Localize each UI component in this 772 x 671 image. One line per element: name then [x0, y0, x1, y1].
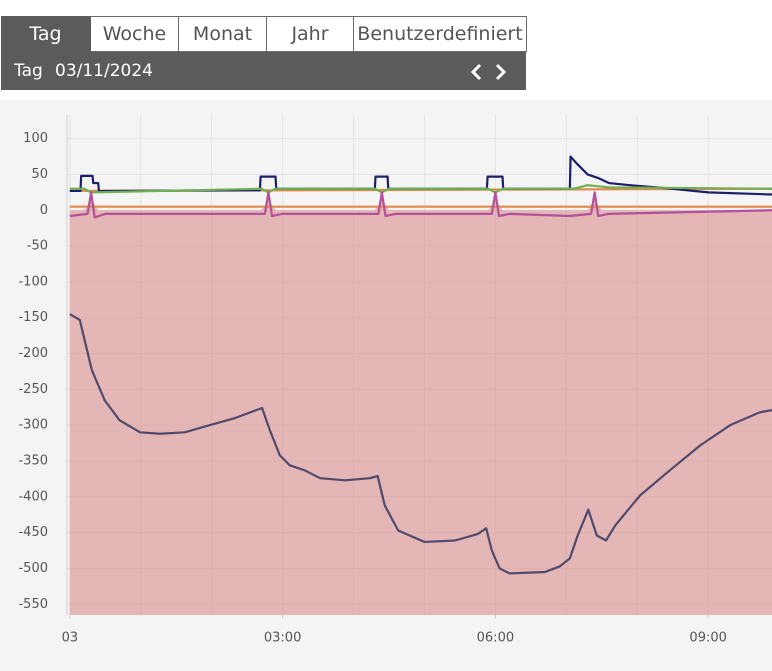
x-tick-label: 03:00 [264, 631, 301, 646]
x-tick-label: 06:00 [477, 631, 514, 646]
prev-arrow[interactable] [470, 63, 482, 81]
y-tick-label: -150 [18, 310, 48, 325]
y-tick-label: -50 [27, 239, 48, 254]
y-tick-label: -300 [18, 418, 48, 433]
y-tick-label: -500 [18, 561, 48, 576]
tab[interactable]: Woche [91, 16, 179, 52]
y-tick-label: 0 [40, 203, 48, 218]
period-bar: Tag 03/11/2024 [1, 52, 526, 90]
y-tick-label: 100 [23, 131, 48, 146]
x-tick-label: 09:00 [689, 631, 726, 646]
y-tick-label: -250 [18, 382, 48, 397]
x-tick-label: 03 [62, 631, 79, 646]
next-arrow[interactable] [495, 63, 507, 81]
y-tick-label: -550 [18, 597, 48, 612]
tab[interactable]: Benutzerdefiniert [354, 16, 527, 52]
series-line [69, 184, 772, 194]
y-tick-label: -200 [18, 346, 48, 361]
tab[interactable]: Monat [179, 16, 267, 52]
y-tick-label: 50 [31, 167, 48, 182]
y-tick-label: -400 [18, 489, 48, 504]
tab[interactable]: Jahr [267, 16, 354, 52]
y-tick-label: -100 [18, 274, 48, 289]
series-line [69, 191, 772, 219]
axis-labels: 100 50 0 -50 -100 -150 -200 -250 -300 -350 -400 -45… [18, 131, 726, 645]
y-tick-label: -450 [18, 525, 48, 540]
plot-area [69, 155, 772, 615]
series-line [69, 313, 772, 575]
area [69, 199, 772, 615]
tab[interactable]: Tag [1, 16, 91, 52]
y-tick-label: -350 [18, 453, 48, 468]
period-date: 03/11/2024 [55, 61, 153, 81]
nav-arrows [470, 63, 507, 81]
period-label: Tag [14, 61, 43, 81]
tab-bar: Tag Woche Monat Jahr Benutzerdefiniert [1, 16, 527, 52]
